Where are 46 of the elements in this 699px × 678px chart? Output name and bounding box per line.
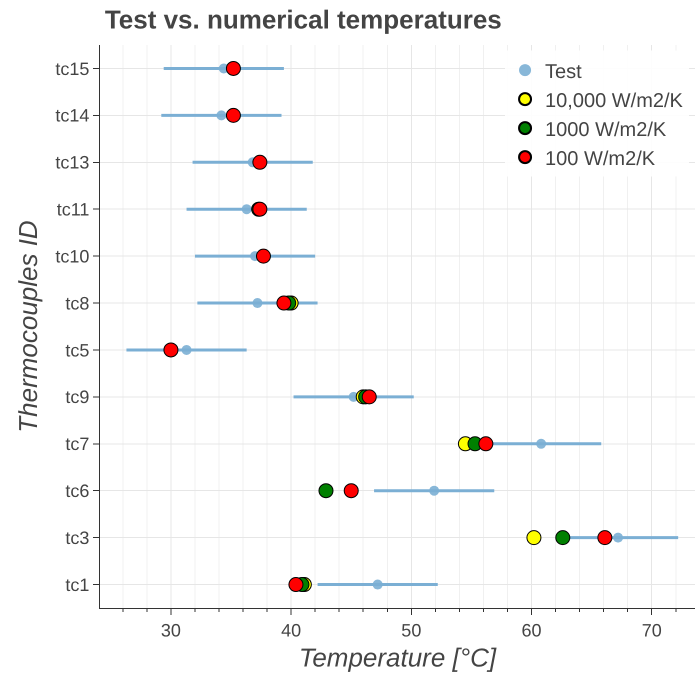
point (226, 108, 241, 123)
legend-label: 100 W/m2/K (545, 148, 656, 170)
x-tick-label: 60 (522, 620, 542, 641)
point (344, 483, 359, 498)
point (429, 486, 440, 496)
point (555, 530, 570, 546)
point (182, 344, 192, 355)
legend-label: 10,000 W/m2/K (545, 90, 684, 112)
point (256, 248, 271, 264)
y-tick-label: tc15 (55, 58, 90, 79)
legend-label: 1000 W/m2/K (545, 118, 667, 141)
y-tick-label: tc9 (65, 387, 90, 408)
point (276, 296, 292, 311)
y-tick-label: tc5 (65, 340, 90, 360)
point (362, 389, 377, 404)
point (252, 298, 262, 308)
point (163, 342, 178, 358)
x-tick-label: 30 (160, 620, 181, 641)
x-tick-label: 50 (401, 620, 422, 641)
y-tick-label: tc14 (55, 106, 90, 126)
legend-label: Test (545, 60, 582, 83)
point (478, 436, 494, 452)
y-axis-title: Thermocouples ID (12, 220, 43, 433)
y-tick-label: tc6 (65, 481, 90, 502)
y-tick-label: tc7 (65, 434, 90, 454)
y-tick-label: tc11 (56, 200, 90, 220)
point (252, 154, 268, 170)
x-tick-label: 40 (281, 620, 302, 641)
point (597, 530, 612, 546)
y-tick-label: tc13 (55, 152, 90, 173)
chart-title: Test vs. numerical temperatures (104, 4, 502, 34)
y-tick-label: tc10 (55, 246, 90, 266)
point (242, 204, 252, 214)
point (288, 577, 304, 592)
x-axis-title: Temperature [°C] (298, 642, 497, 672)
point (318, 483, 334, 498)
y-tick-label: tc1 (65, 574, 90, 595)
point (372, 580, 383, 590)
point (526, 530, 542, 546)
y-tick-label: tc8 (65, 293, 90, 314)
point (226, 60, 241, 76)
y-tick-label: tc3 (65, 528, 90, 548)
point (216, 110, 226, 120)
point (613, 532, 624, 543)
point (536, 438, 546, 449)
x-tick-label: 70 (642, 620, 662, 641)
